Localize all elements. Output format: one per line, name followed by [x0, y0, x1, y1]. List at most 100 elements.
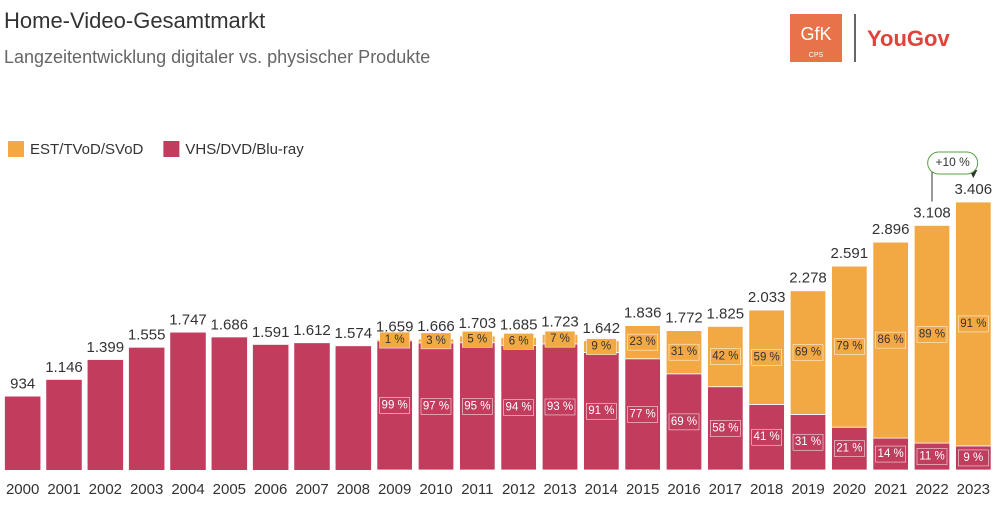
- label-box: [710, 348, 741, 365]
- x-tick-label: 2011: [461, 481, 493, 498]
- total-label: 1.685: [500, 316, 538, 333]
- x-tick-label: 2003: [130, 481, 163, 498]
- x-tick-label: 2008: [337, 481, 370, 498]
- segment-label: 9 %: [963, 452, 983, 464]
- x-tick-label: 2021: [874, 481, 907, 498]
- total-label: 1.642: [583, 320, 621, 337]
- x-tick-label: 2006: [254, 481, 287, 498]
- segment-label: 11 %: [919, 451, 944, 463]
- x-tick-label: 2007: [295, 481, 328, 498]
- label-box: [503, 399, 534, 416]
- segment-label: 93 %: [547, 401, 573, 413]
- annotation-label: +10 %: [935, 155, 970, 169]
- segment-label: 23 %: [630, 336, 656, 348]
- total-label: 1.666: [417, 318, 455, 335]
- legend-label: EST/TVoD/SVoD: [30, 141, 144, 158]
- total-label: 1.723: [541, 313, 579, 330]
- segment-label: 58 %: [712, 422, 738, 434]
- segment-label: 91 %: [960, 318, 986, 330]
- label-box: [792, 433, 824, 451]
- segment-label: 79 %: [836, 341, 862, 353]
- label-box: [916, 326, 948, 343]
- x-tick-label: 2016: [667, 481, 700, 498]
- label-box: [958, 449, 989, 467]
- legend-label: VHS/DVD/Blu-ray: [185, 141, 304, 158]
- segment-label: 3 %: [426, 335, 446, 347]
- total-label: 1.146: [45, 359, 83, 376]
- label-box: [627, 333, 658, 351]
- chart-title: Home-Video-Gesamtmarkt: [4, 8, 265, 33]
- label-box: [710, 420, 741, 437]
- segment-label: 99 %: [382, 399, 408, 411]
- chart-subtitle: Langzeitentwicklung digitaler vs. physis…: [4, 47, 430, 67]
- total-label: 1.591: [252, 324, 290, 341]
- gfk-logo: GfK: [800, 24, 831, 44]
- x-tick-label: 2015: [626, 481, 659, 498]
- label-box: [834, 440, 865, 457]
- segment-label: 89 %: [919, 328, 945, 340]
- total-label: 1.659: [376, 318, 414, 335]
- bar: [128, 347, 165, 470]
- segment-label: 94 %: [506, 402, 532, 414]
- segment-label: 42 %: [712, 351, 738, 363]
- label-box: [916, 448, 948, 465]
- legend-swatch: [163, 141, 180, 157]
- segment-label: 7 %: [550, 333, 570, 345]
- bar: [170, 332, 206, 470]
- label-box: [875, 445, 906, 463]
- segment-label: 95 %: [464, 400, 490, 412]
- x-tick-label: 2014: [585, 481, 618, 498]
- x-tick-label: 2005: [213, 481, 246, 498]
- bar: [4, 396, 41, 470]
- label-box: [379, 331, 410, 349]
- x-tick-label: 2020: [833, 481, 866, 498]
- x-tick-label: 2012: [502, 481, 535, 498]
- segment-label: 5 %: [467, 333, 487, 345]
- segment-label: 6 %: [509, 335, 529, 347]
- label-box: [751, 428, 782, 446]
- x-tick-label: 2017: [709, 481, 742, 498]
- segment-label: 31 %: [795, 436, 821, 448]
- segment-label: 31 %: [671, 346, 697, 358]
- x-tick-label: 2022: [915, 481, 948, 498]
- bar: [87, 359, 124, 470]
- total-label: 1.825: [707, 305, 745, 322]
- bar: [294, 343, 330, 470]
- segment-label: 97 %: [423, 400, 449, 412]
- label-box: [627, 406, 658, 423]
- label-box: [462, 331, 493, 348]
- x-tick-label: 2019: [791, 481, 824, 498]
- total-label: 1.574: [335, 325, 373, 342]
- total-label: 2.896: [872, 221, 910, 238]
- segment-label: 77 %: [630, 408, 656, 420]
- bar: [211, 337, 248, 470]
- segment-label: 59 %: [754, 351, 780, 363]
- gfk-logo-box: [790, 14, 842, 62]
- total-label: 2.591: [831, 245, 869, 262]
- bar: [335, 346, 372, 470]
- bar: [252, 344, 289, 470]
- x-tick-label: 2018: [750, 481, 783, 498]
- bar: [46, 379, 82, 470]
- total-label: 3.406: [955, 181, 993, 198]
- total-label: 1.686: [211, 316, 249, 333]
- label-box: [503, 333, 534, 350]
- total-label: 1.772: [665, 310, 703, 327]
- cps-logo: CPS: [809, 52, 824, 59]
- total-label: 1.747: [169, 312, 207, 329]
- label-box: [586, 402, 617, 420]
- total-label: 1.703: [459, 315, 497, 332]
- label-box: [792, 344, 824, 361]
- x-tick-label: 2004: [171, 481, 204, 498]
- label-box: [586, 338, 617, 355]
- label-box: [462, 398, 493, 415]
- total-label: 1.555: [128, 327, 166, 344]
- x-tick-label: 2002: [89, 481, 122, 498]
- label-box: [544, 398, 576, 416]
- x-tick-label: 2009: [378, 481, 411, 498]
- total-label: 934: [10, 375, 35, 392]
- yougov-logo: YouGov: [867, 26, 950, 51]
- segment-label: 86 %: [878, 334, 904, 346]
- segment-label: 41 %: [754, 431, 780, 443]
- label-box: [751, 348, 782, 366]
